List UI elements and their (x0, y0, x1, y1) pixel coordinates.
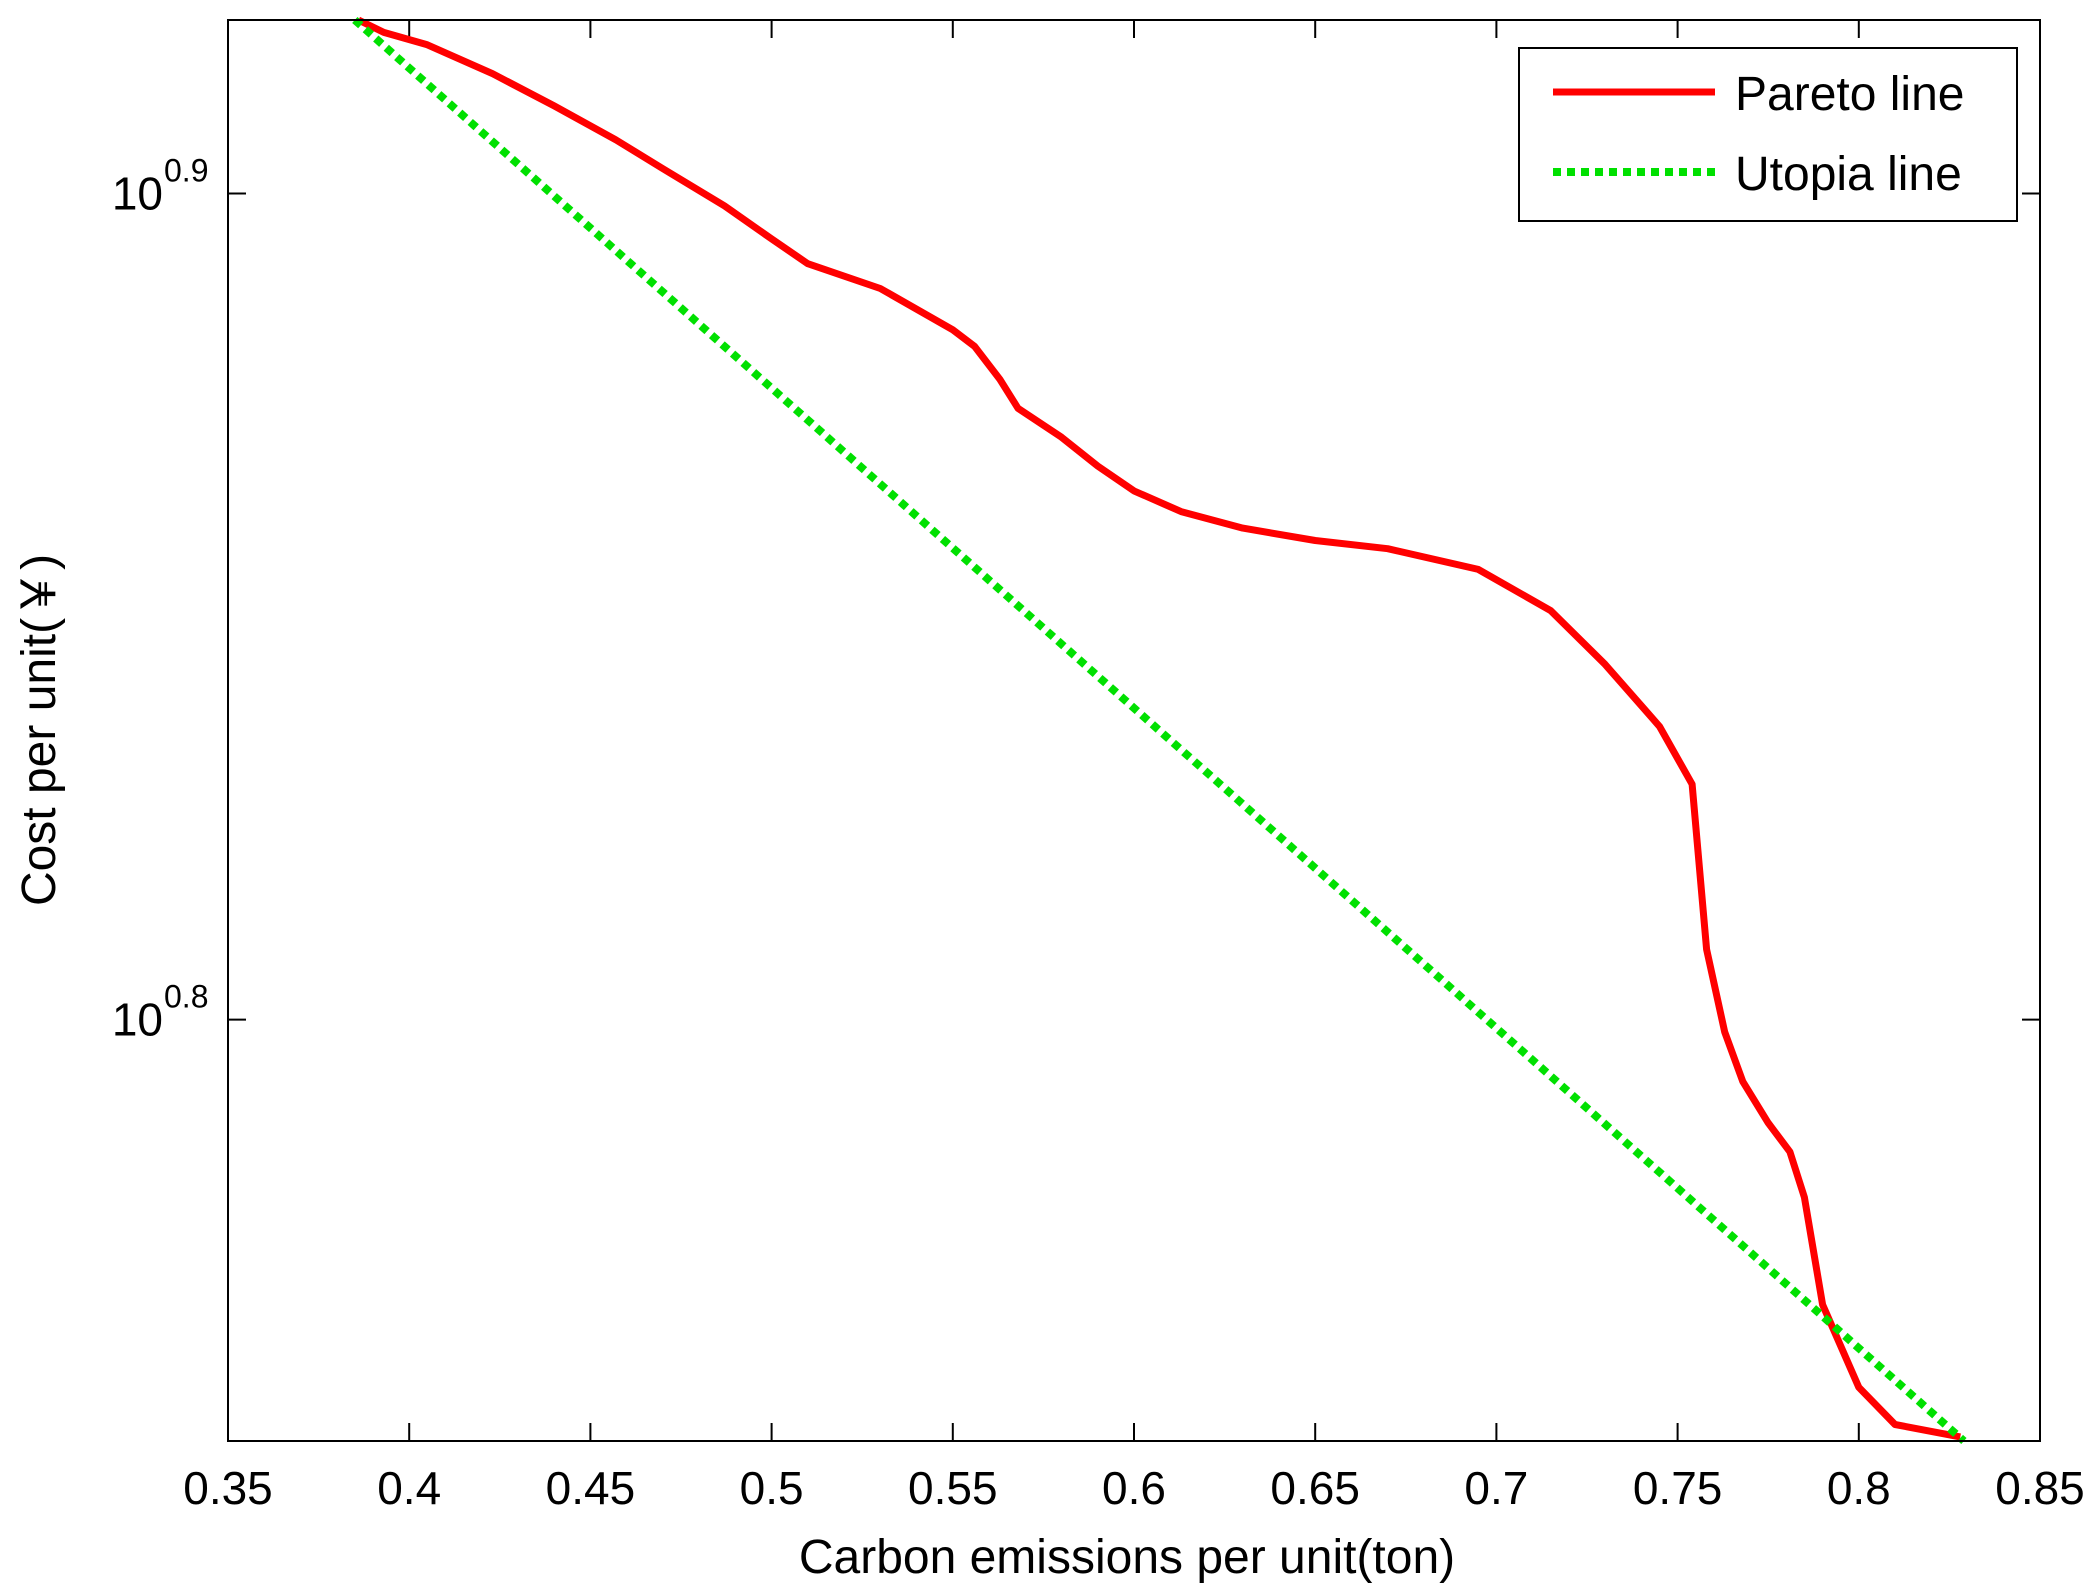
legend-label-utopia: Utopia line (1735, 148, 1962, 201)
x-tick-label: 0.4 (377, 1462, 441, 1514)
x-tick-label: 0.55 (908, 1462, 998, 1514)
x-tick-label: 0.6 (1102, 1462, 1166, 1514)
series-line-utopia-line (352, 17, 1967, 1444)
y-tick-label: 100.8 (112, 979, 209, 1046)
x-tick-label: 0.7 (1464, 1462, 1528, 1514)
x-tick-label: 0.8 (1827, 1462, 1891, 1514)
plot-frame (227, 19, 2041, 1442)
x-tick-label: 0.65 (1270, 1462, 1360, 1514)
x-axis-label: Carbon emissions per unit(ton) (799, 1531, 1455, 1584)
x-tick-label: 0.35 (183, 1462, 273, 1514)
x-tick-label: 0.5 (740, 1462, 804, 1514)
legend-box (1518, 47, 2018, 222)
plot-area (228, 20, 2040, 1441)
series-line-pareto-line (356, 16, 1961, 1441)
x-tick-label: 0.45 (546, 1462, 636, 1514)
y-tick-exponent: 0.8 (164, 979, 208, 1015)
legend-label-pareto: Pareto line (1735, 68, 1964, 121)
y-axis-label: Cost per unit(￥) (13, 554, 66, 906)
x-tick-label: 0.85 (1995, 1462, 2085, 1514)
x-tick-label: 0.75 (1633, 1462, 1723, 1514)
y-tick-exponent: 0.9 (164, 152, 208, 188)
legend: Pareto line Utopia line (1518, 47, 2018, 222)
y-tick-label: 100.9 (112, 152, 209, 219)
series-layer (352, 16, 1967, 1444)
